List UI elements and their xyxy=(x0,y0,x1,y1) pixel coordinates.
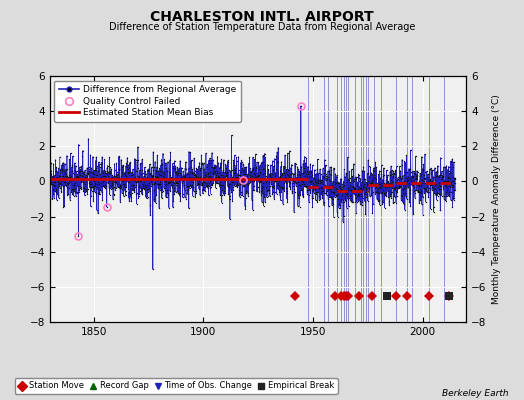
Legend: Difference from Regional Average, Quality Control Failed, Estimated Station Mean: Difference from Regional Average, Qualit… xyxy=(54,80,241,122)
Text: CHARLESTON INTL. AIRPORT: CHARLESTON INTL. AIRPORT xyxy=(150,10,374,24)
Text: Difference of Station Temperature Data from Regional Average: Difference of Station Temperature Data f… xyxy=(109,22,415,32)
Legend: Station Move, Record Gap, Time of Obs. Change, Empirical Break: Station Move, Record Gap, Time of Obs. C… xyxy=(15,378,337,394)
Y-axis label: Monthly Temperature Anomaly Difference (°C): Monthly Temperature Anomaly Difference (… xyxy=(492,94,501,304)
Text: Berkeley Earth: Berkeley Earth xyxy=(442,389,508,398)
